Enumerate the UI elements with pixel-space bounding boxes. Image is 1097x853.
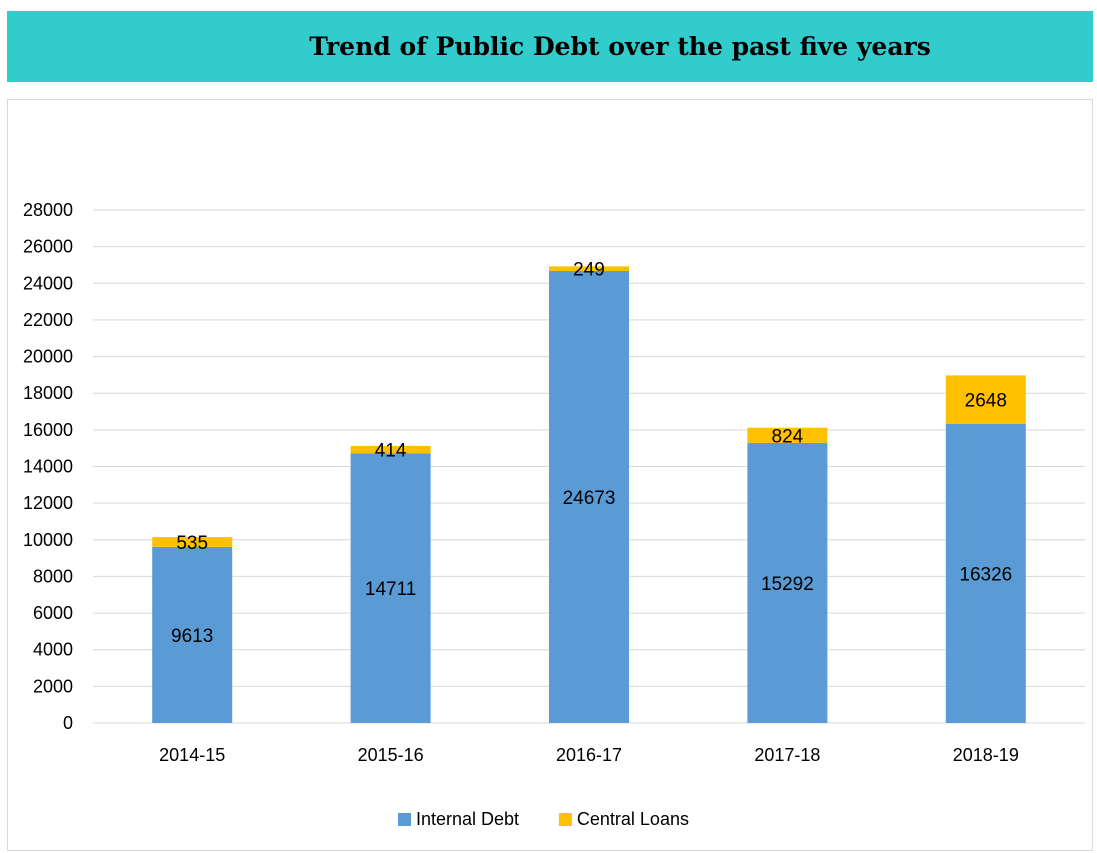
internal-debt-bar [152,546,233,723]
y-tick-label: 26000 [23,237,73,257]
y-tick-label: 8000 [33,566,73,586]
y-tick-label: 2000 [33,676,73,696]
internal-debt-bar [747,442,828,723]
central-loans-data-label: 414 [375,441,407,462]
y-tick-label: 4000 [33,640,73,660]
legend-label-central-loans: Central Loans [577,809,689,829]
internal-debt-data-label: 9613 [171,626,213,647]
y-tick-label: 22000 [23,310,73,330]
central-loans-bar [152,537,233,547]
y-tick-label: 6000 [33,603,73,623]
y-tick-label: 16000 [23,420,73,440]
central-loans-bar [945,375,1026,424]
internal-debt-bar [350,453,431,723]
internal-debt-data-label: 16326 [959,564,1012,585]
internal-debt-bar [945,423,1026,723]
title-banner: Trend of Public Debt over the past five … [7,11,1093,82]
internal-debt-bar [549,270,629,723]
y-tick-label: 0 [63,713,73,733]
internal-debt-data-label: 24673 [563,488,616,509]
central-loans-bar [350,445,431,454]
x-tick-label: 2014-15 [159,745,225,765]
y-tick-label: 18000 [23,383,73,403]
y-tick-label: 14000 [23,457,73,477]
chart-title: Trend of Public Debt over the past five … [309,32,931,61]
central-loans-data-label: 824 [772,426,804,447]
x-tick-label: 2018-19 [953,745,1019,765]
central-loans-bar [549,266,629,271]
internal-debt-data-label: 14711 [365,579,416,600]
y-tick-label: 28000 [23,200,73,220]
central-loans-data-label: 535 [176,533,208,554]
central-loans-data-label: 2648 [965,391,1007,412]
y-tick-label: 20000 [23,347,73,367]
legend-label-internal-debt: Internal Debt [416,809,519,829]
internal-debt-data-label: 15292 [761,574,814,595]
x-tick-label: 2017-18 [754,745,820,765]
y-tick-label: 12000 [23,493,73,513]
y-tick-label: 24000 [23,273,73,293]
x-tick-label: 2015-16 [358,745,424,765]
y-tick-label: 10000 [23,530,73,550]
legend-swatch-internal-debt [398,813,411,826]
central-loans-bar [747,427,828,443]
x-tick-label: 2016-17 [556,745,622,765]
legend-swatch-central-loans [558,813,572,826]
central-loans-data-label: 249 [573,260,605,281]
